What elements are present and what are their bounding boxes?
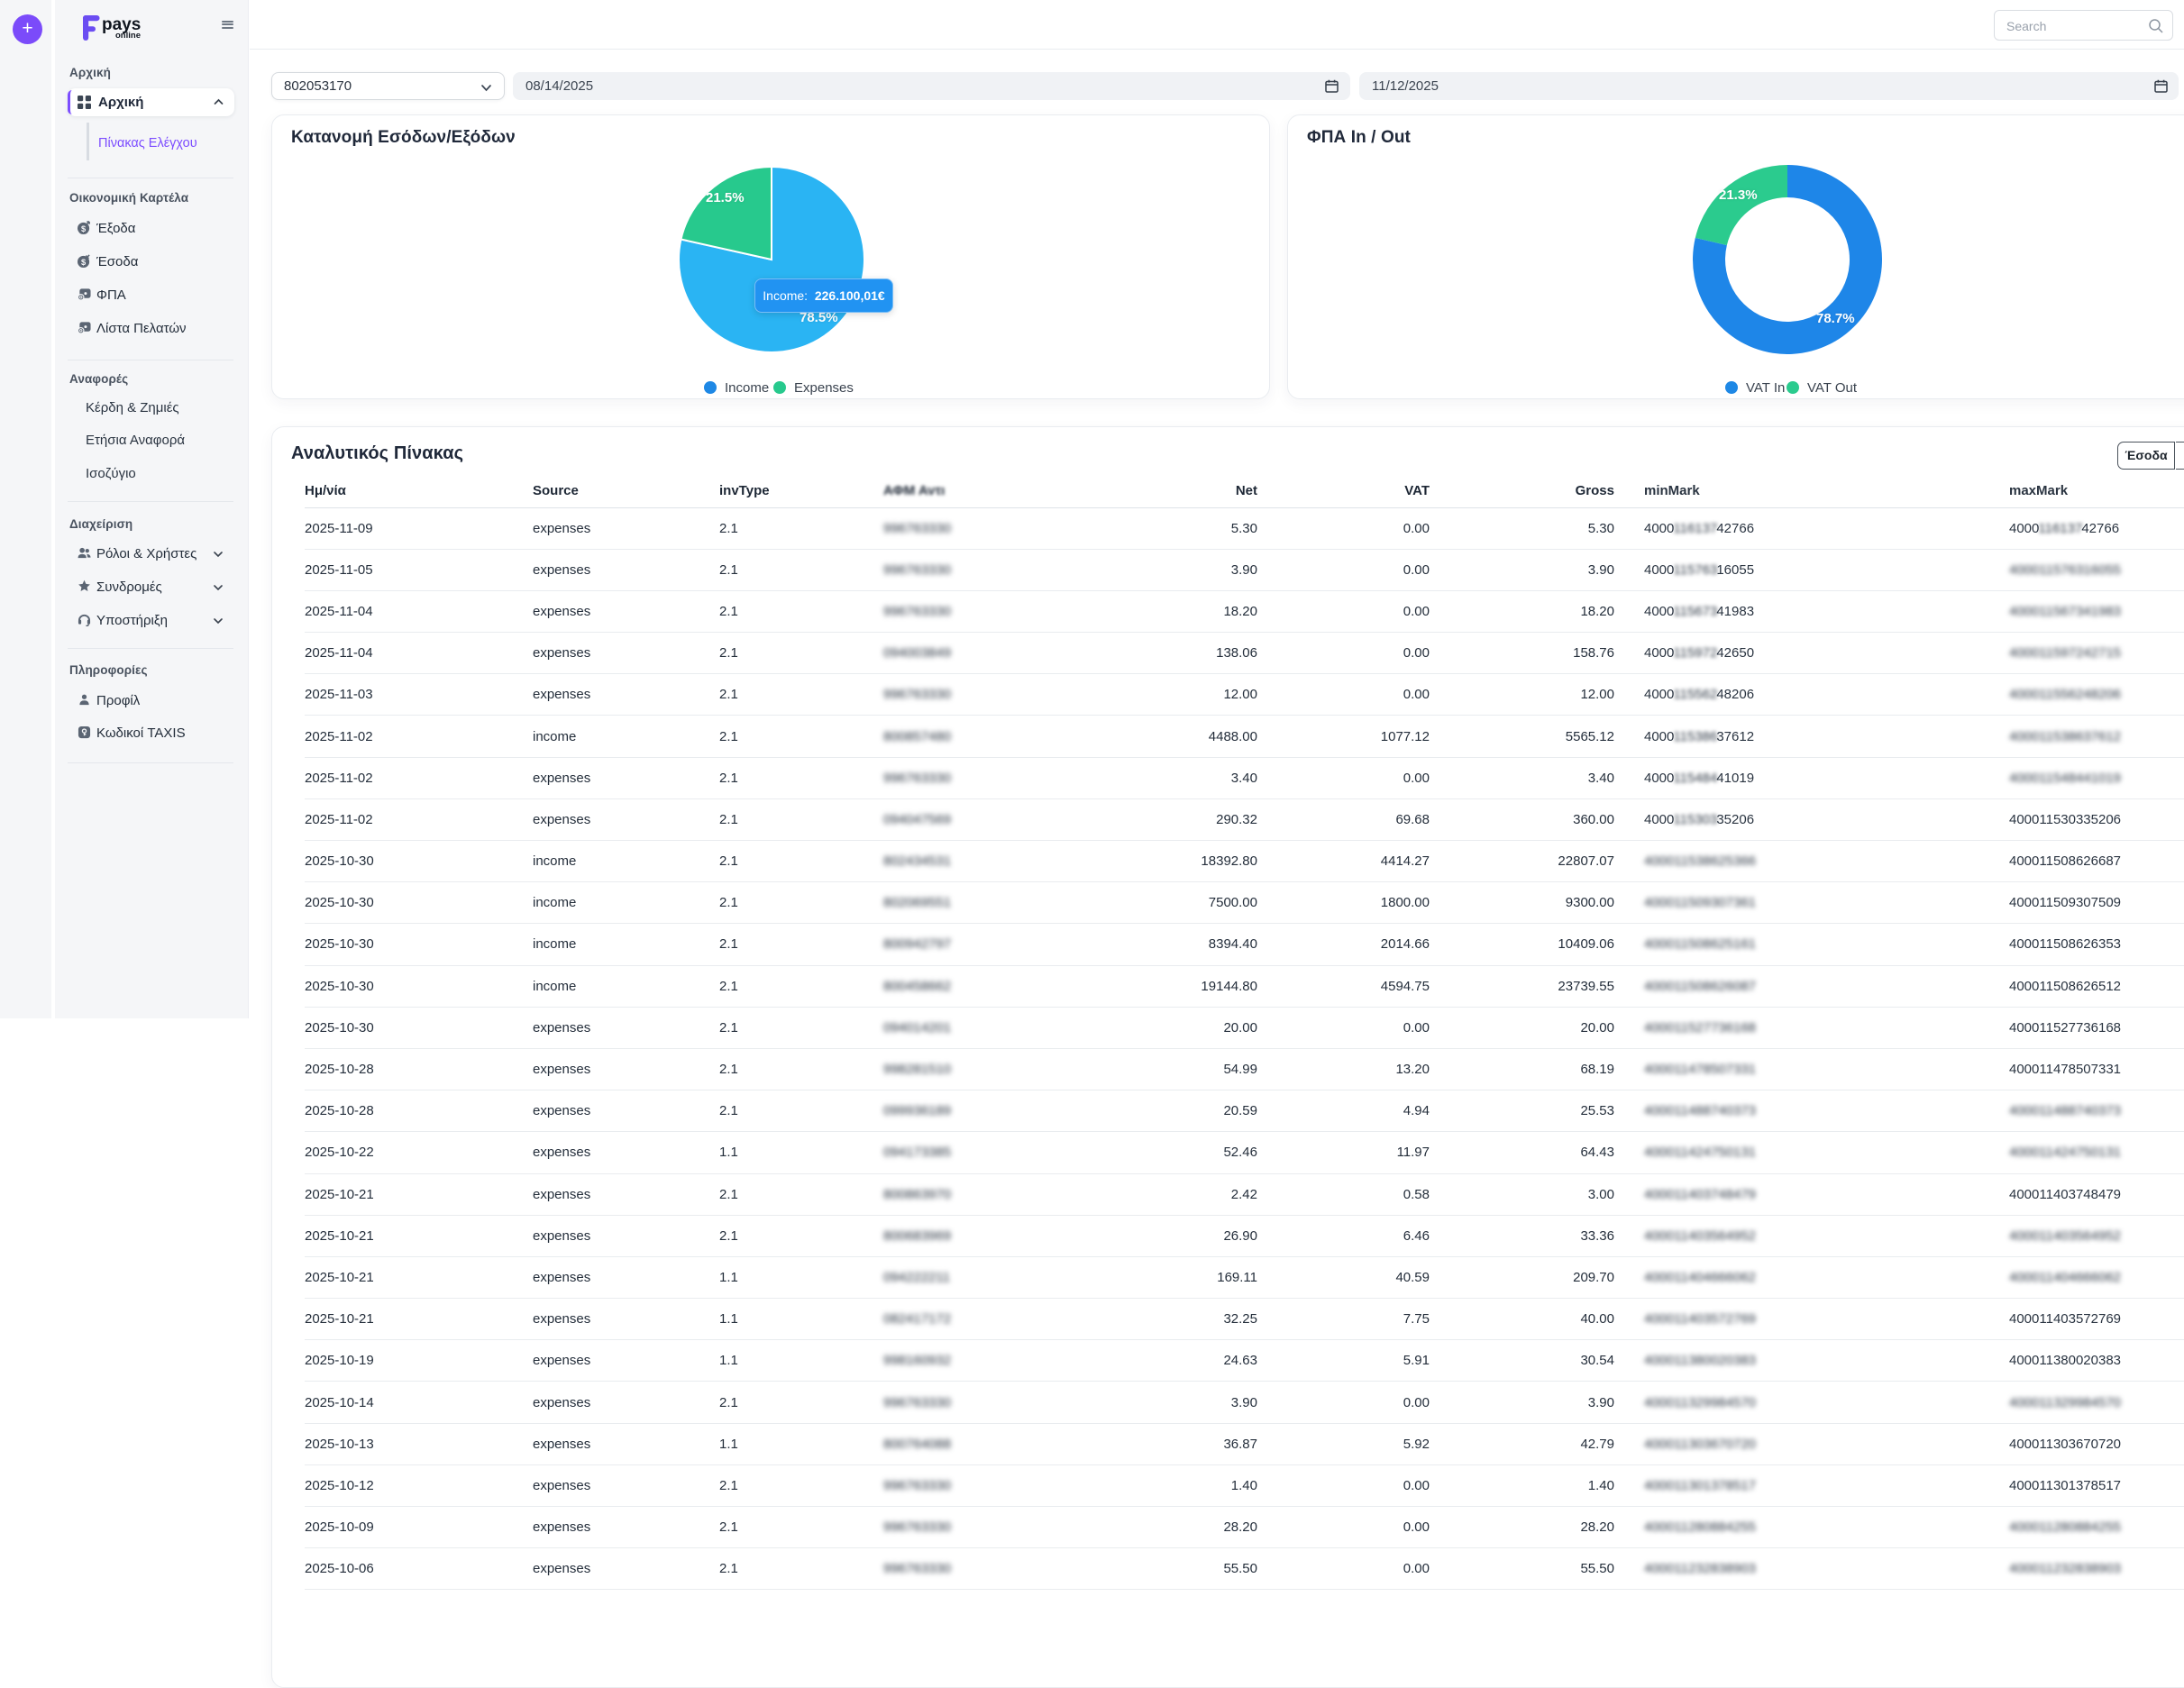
- svg-text:$: $: [81, 258, 87, 267]
- svg-text:pays: pays: [102, 15, 141, 34]
- svg-text:$: $: [81, 224, 87, 233]
- svg-text:online: online: [115, 31, 141, 41]
